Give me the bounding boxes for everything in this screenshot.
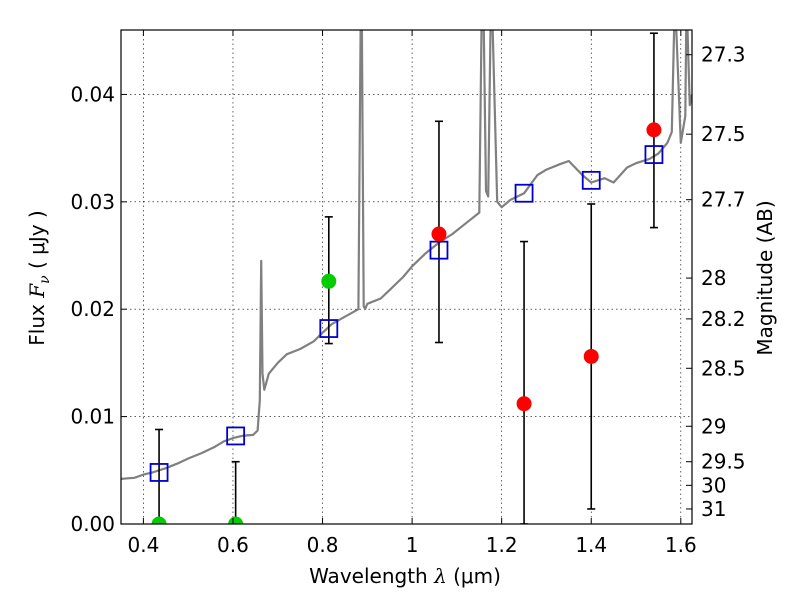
y-tick-label: 0.02 [70,297,115,321]
model-photometry-square [644,145,664,164]
mag-tick-label: 27.7 [701,188,746,212]
model-photometry-square [429,240,449,260]
plot-frame [120,29,693,525]
observed-flux-point [228,516,244,524]
mag-tick-label: 28.5 [701,356,746,380]
model-photometry-square [149,463,169,482]
x-tick-label: 0.8 [307,533,339,557]
observed-flux-point [646,122,662,138]
x-tick-label: 1.4 [575,533,607,557]
x-axis-label: Wavelength λ (μm) [309,564,501,588]
observed-flux-point [583,348,599,364]
y-tick-label: 0.01 [70,405,115,429]
observed-flux-point [516,396,532,412]
x-tick-label: 1.2 [486,533,518,557]
x-tick-label: 0.4 [127,533,159,557]
y-axis-label: Flux Fν ( μJy ) [25,210,53,345]
plot-area [121,30,692,524]
mag-tick-label: 27.5 [701,122,746,146]
observed-flux-point [151,516,167,524]
x-tick-label: 1 [406,533,419,557]
mag-tick-label: 28.2 [701,307,746,331]
x-tick-label: 1.6 [665,533,697,557]
y-tick-label: 0.03 [70,190,115,214]
mag-tick-label: 29 [701,414,726,438]
y-tick-label: 0.04 [70,82,115,106]
y-tick-label: 0.00 [70,512,115,536]
model-photometry-square [514,183,534,203]
model-photometry-square [226,426,246,446]
observed-flux-point [431,226,447,242]
observed-flux-point [321,273,337,289]
mag-tick-label: 29.5 [701,450,746,474]
axis-ticks: 0.4 0.6 0.8 1 1.2 1.4 1.6 0.00 0.01 0.02 0.03 0.04 2… [70,30,746,557]
model-photometry-square [319,319,339,338]
y2-axis-label: Magnitude (AB) [753,200,777,355]
mag-tick-label: 30 [701,473,726,497]
model-spectrum-line [121,30,692,480]
x-tick-label: 0.6 [217,533,249,557]
mag-tick-label: 31 [701,497,726,521]
mag-tick-label: 28 [701,266,726,290]
mag-tick-label: 27.3 [701,43,746,67]
model-photometry-square [581,170,601,190]
